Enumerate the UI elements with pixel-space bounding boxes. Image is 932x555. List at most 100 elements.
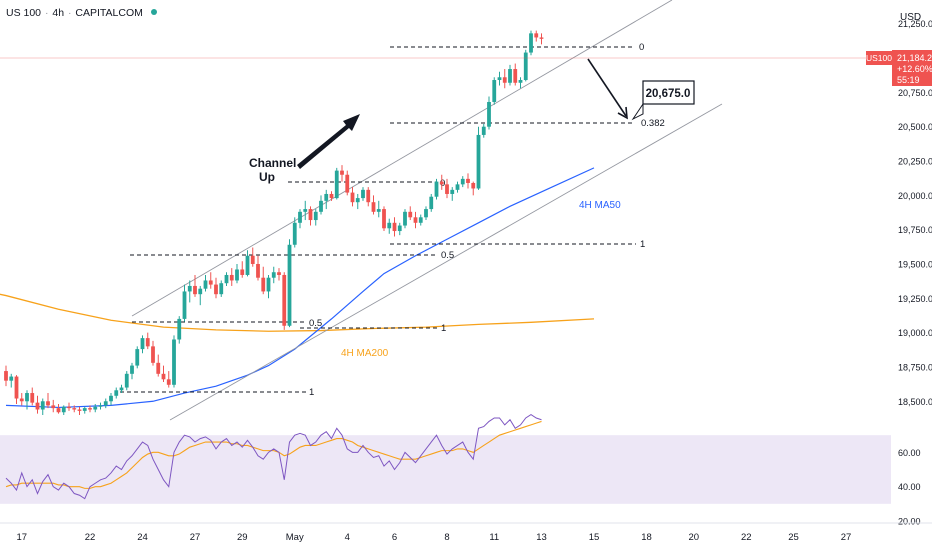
candle[interactable] bbox=[340, 165, 344, 182]
candle[interactable] bbox=[61, 405, 66, 415]
channel-upper-line[interactable] bbox=[131, 0, 673, 317]
time-axis[interactable]: 17 22 24 27 29 May 4 6 8 11 13 15 18 20 22 25 27 bbox=[0, 522, 932, 543]
candle[interactable] bbox=[140, 335, 145, 354]
candle[interactable] bbox=[177, 316, 182, 344]
candle[interactable] bbox=[82, 406, 87, 414]
candle[interactable] bbox=[392, 217, 397, 237]
target-callout[interactable]: 20,675.0 bbox=[631, 80, 695, 121]
candle[interactable] bbox=[203, 274, 208, 292]
candle[interactable] bbox=[319, 195, 323, 215]
projection-arrow[interactable] bbox=[587, 58, 628, 120]
candle[interactable] bbox=[502, 69, 507, 89]
candle[interactable] bbox=[303, 200, 308, 221]
candle[interactable] bbox=[93, 404, 98, 413]
candle[interactable] bbox=[492, 77, 497, 105]
candle[interactable] bbox=[266, 274, 271, 299]
candle[interactable] bbox=[25, 390, 29, 410]
candle[interactable] bbox=[182, 284, 187, 322]
candle[interactable] bbox=[88, 405, 92, 413]
candle[interactable] bbox=[161, 365, 166, 383]
candle[interactable] bbox=[460, 176, 465, 188]
candle[interactable] bbox=[35, 395, 40, 414]
candle[interactable] bbox=[271, 266, 276, 284]
candle[interactable] bbox=[408, 206, 413, 221]
candle[interactable] bbox=[481, 123, 486, 138]
candle[interactable] bbox=[67, 402, 71, 411]
candle[interactable] bbox=[19, 393, 24, 406]
candle[interactable] bbox=[455, 181, 460, 193]
candle[interactable] bbox=[250, 247, 255, 267]
candle[interactable] bbox=[382, 206, 386, 232]
candle[interactable] bbox=[345, 170, 350, 196]
candle[interactable] bbox=[450, 187, 455, 201]
candle[interactable] bbox=[103, 398, 108, 409]
candle[interactable] bbox=[434, 178, 439, 200]
candle[interactable] bbox=[235, 263, 239, 284]
candle[interactable] bbox=[172, 335, 176, 388]
candle[interactable] bbox=[376, 200, 381, 218]
price-axis[interactable]: USD 21,250.021,000.020,750.020,500.020,2… bbox=[866, 0, 932, 550]
candle[interactable] bbox=[130, 362, 134, 380]
candle[interactable] bbox=[324, 189, 329, 210]
candle[interactable] bbox=[229, 268, 234, 286]
candle[interactable] bbox=[487, 96, 491, 130]
candle[interactable] bbox=[329, 191, 334, 201]
candle[interactable] bbox=[219, 280, 224, 297]
candle[interactable] bbox=[308, 206, 313, 226]
candle[interactable] bbox=[208, 272, 213, 289]
candle[interactable] bbox=[418, 214, 423, 226]
candle[interactable] bbox=[14, 375, 19, 405]
candle[interactable] bbox=[151, 340, 155, 366]
candle[interactable] bbox=[298, 209, 302, 229]
candle[interactable] bbox=[214, 277, 218, 299]
candle[interactable] bbox=[424, 206, 428, 221]
candle[interactable] bbox=[471, 181, 476, 196]
candle[interactable] bbox=[523, 49, 528, 82]
candle[interactable] bbox=[156, 354, 161, 377]
candle[interactable] bbox=[124, 371, 129, 391]
candle[interactable] bbox=[429, 193, 434, 212]
candle[interactable] bbox=[403, 209, 407, 229]
candle[interactable] bbox=[119, 384, 124, 394]
symbol-header[interactable]: US 100 · 4h · CAPITALCOM bbox=[6, 7, 157, 19]
candle[interactable] bbox=[371, 195, 376, 215]
candle[interactable] bbox=[292, 217, 297, 248]
candle[interactable] bbox=[334, 167, 339, 200]
candle[interactable] bbox=[40, 398, 45, 415]
candle[interactable] bbox=[240, 261, 245, 278]
candle[interactable] bbox=[508, 64, 512, 86]
candle[interactable] bbox=[135, 346, 140, 369]
candle[interactable] bbox=[539, 33, 544, 45]
candle[interactable] bbox=[4, 365, 8, 387]
candle[interactable] bbox=[224, 272, 229, 286]
candle[interactable] bbox=[56, 404, 61, 414]
candle[interactable] bbox=[439, 174, 444, 190]
candle[interactable] bbox=[51, 399, 56, 413]
candle[interactable] bbox=[187, 280, 192, 303]
candle[interactable] bbox=[193, 274, 197, 297]
candle[interactable] bbox=[30, 387, 35, 406]
candle[interactable] bbox=[198, 285, 203, 306]
candle[interactable] bbox=[466, 173, 470, 189]
candle[interactable] bbox=[145, 332, 150, 350]
candle[interactable] bbox=[98, 402, 103, 410]
candle[interactable] bbox=[529, 30, 533, 56]
candle[interactable] bbox=[361, 187, 365, 201]
candle[interactable] bbox=[77, 406, 82, 415]
candle[interactable] bbox=[518, 77, 523, 89]
candle[interactable] bbox=[72, 405, 77, 413]
channel-arrow[interactable] bbox=[297, 114, 360, 169]
candle[interactable] bbox=[287, 239, 292, 328]
candle[interactable] bbox=[445, 178, 449, 199]
candle[interactable] bbox=[109, 393, 113, 406]
candle[interactable] bbox=[256, 255, 260, 281]
candle[interactable] bbox=[513, 63, 518, 86]
candle[interactable] bbox=[355, 193, 360, 210]
candle[interactable] bbox=[9, 373, 14, 388]
candle[interactable] bbox=[366, 187, 371, 207]
candle[interactable] bbox=[277, 268, 281, 281]
candle[interactable] bbox=[397, 222, 402, 236]
candle[interactable] bbox=[282, 272, 287, 330]
candle[interactable] bbox=[166, 371, 171, 388]
